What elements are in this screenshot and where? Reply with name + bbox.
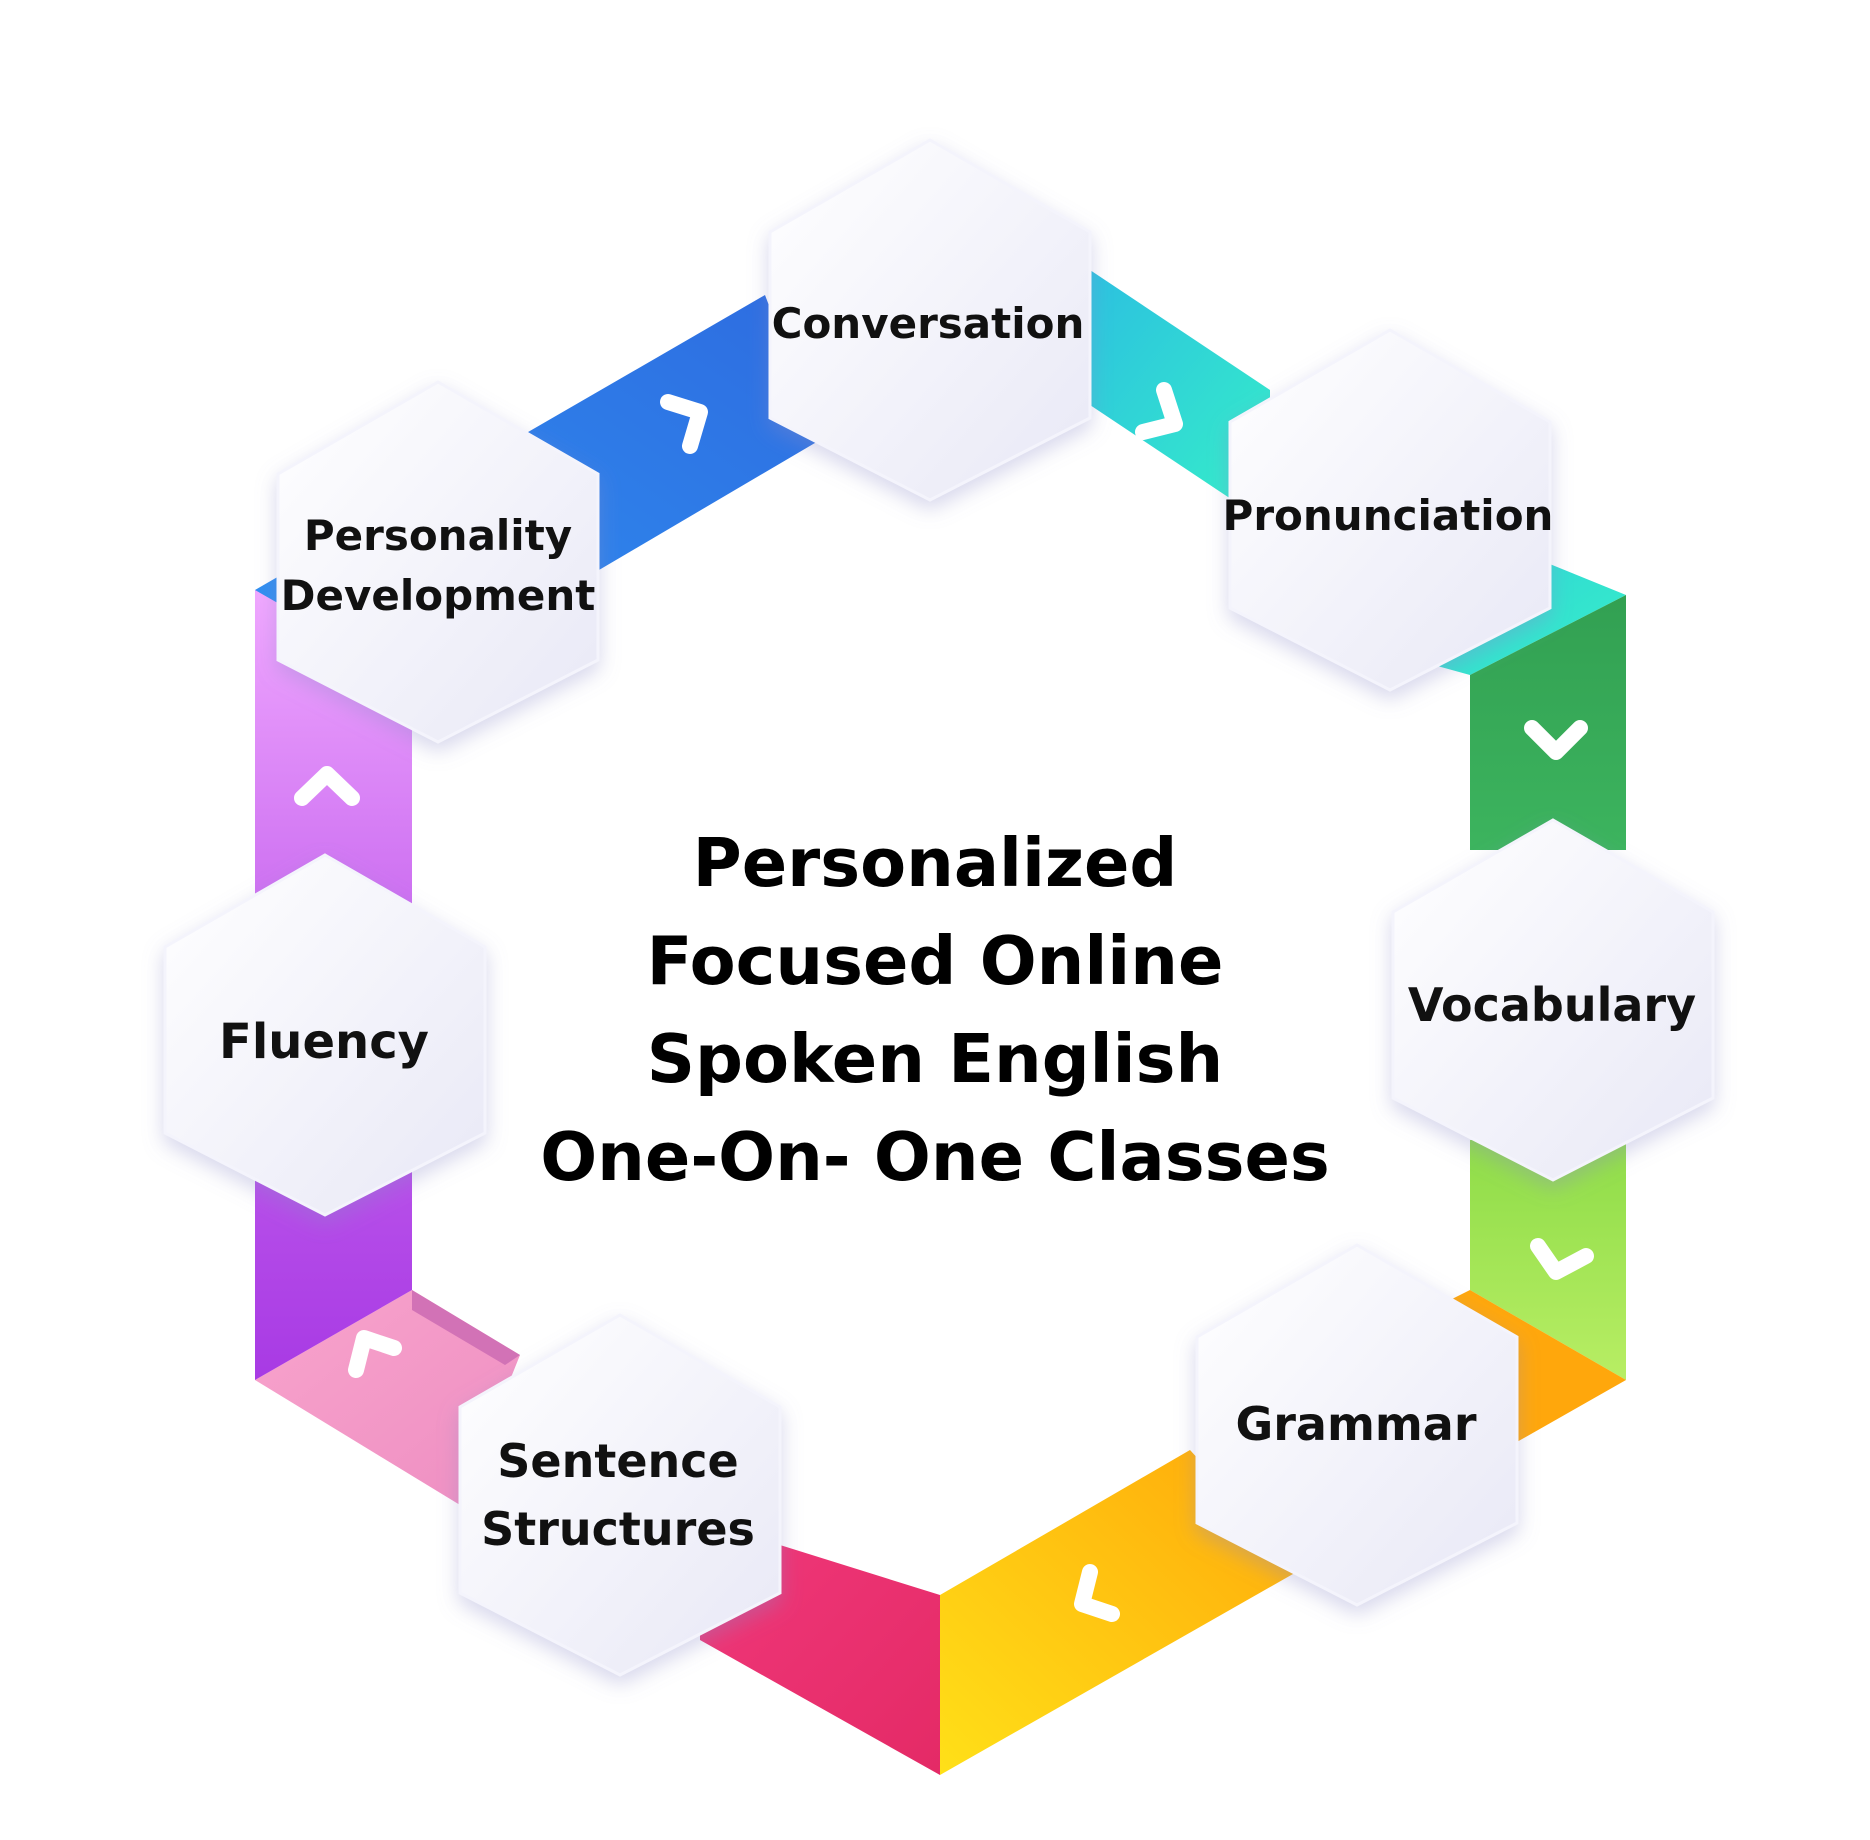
node-label-personality-development: Personality Development [281,506,596,626]
node-label-pronunciation: Pronunciation [1223,487,1554,545]
node-label-line: Personality [303,511,573,560]
hexagon-grammar [1195,1243,1519,1607]
chevron-arrow-icon [660,394,708,454]
hexagon-pronunciation [1228,328,1552,692]
center-title: Personalized Focused Online Spoken Engli… [540,814,1330,1206]
node-label-fluency: Fluency [219,1013,429,1071]
chevron-arrow-icon [294,766,360,806]
node-label-conversation: Conversation [772,295,1085,353]
hexagon-conversation [768,138,1092,502]
band-conversation-pronunciation [1045,240,1270,525]
center-title-line: One-On- One Classes [540,1118,1330,1196]
band-fluency-edge [412,1290,520,1365]
hexagon-nodes [163,138,1715,1677]
node-label-line: Grammar [1235,1397,1477,1451]
node-label-vocabulary: Vocabulary [1408,976,1696,1034]
node-label-line: Vocabulary [1407,978,1697,1032]
hexagon-vocabulary [1391,818,1715,1182]
chevron-arrow-icon [348,1330,402,1378]
node-label-line: Development [280,571,596,620]
node-label-line: Sentence [497,1434,739,1488]
chevron-arrow-icon [1530,1238,1594,1280]
node-label-line: Conversation [771,299,1085,348]
band-sentence-fluency [255,1290,520,1505]
chevron-arrow-icon [1135,382,1183,440]
node-label-line: Pronunciation [1222,491,1554,540]
center-title-line: Focused Online [646,922,1224,1000]
node-label-line: Fluency [219,1014,429,1070]
node-label-grammar: Grammar [1235,1395,1476,1453]
band-pronunciation-vocabulary [1470,595,1626,850]
chevron-arrow-icon [1074,1564,1120,1622]
chevron-arrows [294,382,1594,1622]
node-label-sentence-structures: Sentence Structures [481,1427,755,1563]
hexagon-personality-development [276,380,600,744]
center-title-line: Spoken English [646,1020,1224,1098]
center-title-line: Personalized [692,824,1178,902]
hexagon-fluency [163,853,487,1217]
hexagon-sentence-structures [458,1313,782,1677]
node-label-line: Structures [481,1502,755,1556]
chevron-arrow-icon [1524,720,1588,760]
